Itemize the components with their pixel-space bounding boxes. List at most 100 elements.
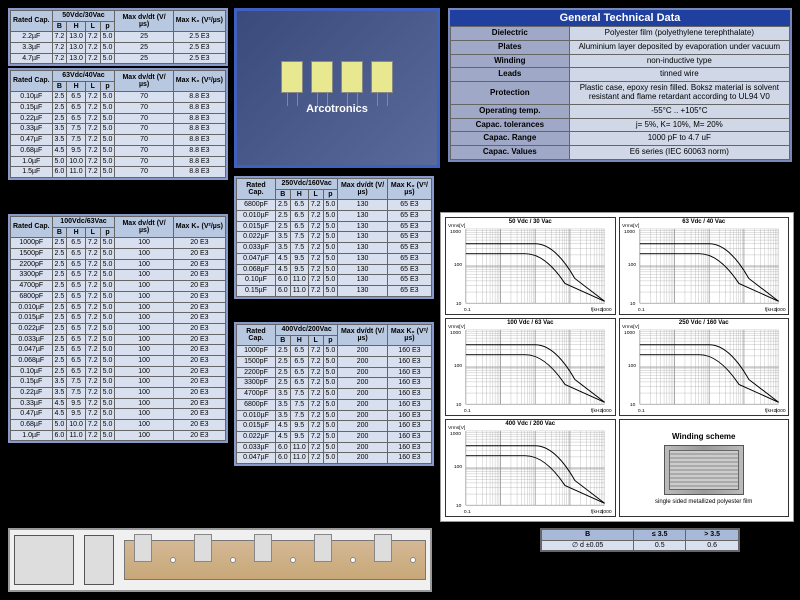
general-technical-data: General Technical Data DielectricPolyest… [448, 8, 792, 162]
table-row: 0.10µF2.56.57.25.0708.8 E3 [11, 92, 226, 103]
svg-text:f[kHz]: f[kHz] [764, 307, 777, 313]
table-row: 0.33µF3.57.57.25.0708.8 E3 [11, 124, 226, 135]
table-row: 3.3µF7.213.07.25.0252.5 E3 [11, 43, 226, 54]
svg-text:f[kHz]: f[kHz] [591, 307, 604, 313]
capacitor-icon [281, 61, 303, 93]
table-row: 0.15µF6.011.07.25.013065 E3 [237, 285, 432, 296]
gtd-label: Capac. Range [451, 132, 570, 146]
gtd-label: Plates [451, 40, 570, 54]
table-row: 0.015µF2.56.57.25.010020 E3 [11, 313, 226, 324]
dimensional-drawing [8, 528, 432, 592]
svg-text:1000: 1000 [623, 330, 634, 336]
table-row: 0.068µF4.59.57.25.013065 E3 [237, 264, 432, 275]
table-row: 4.7µF7.213.07.25.0252.5 E3 [11, 53, 226, 64]
gtd-label: Operating temp. [451, 104, 570, 118]
svg-text:10: 10 [456, 504, 462, 510]
table-row: 0.010µF2.56.57.25.013065 E3 [237, 211, 432, 222]
svg-text:100: 100 [454, 262, 462, 268]
table-row: 6800pF2.56.57.25.010020 E3 [11, 291, 226, 302]
gtd-label: Leads [451, 68, 570, 82]
component-strip [124, 540, 426, 580]
svg-text:0.1: 0.1 [637, 408, 644, 414]
gtd-value: 1000 pF to 4.7 uF [569, 132, 789, 146]
table-row: 4700pF3.57.57.25.0200160 E3 [237, 389, 432, 400]
dim-box-side [14, 535, 74, 585]
table-row: 0.15µF3.57.57.25.010020 E3 [11, 377, 226, 388]
product-photo: Arcotronics [234, 8, 440, 168]
svg-text:1000: 1000 [623, 229, 634, 235]
svg-text:Vrms[V]: Vrms[V] [448, 223, 466, 229]
table-row: 0.010µF3.57.57.25.0200160 E3 [237, 410, 432, 421]
table-row: 2.2µF7.213.07.25.0252.5 E3 [11, 32, 226, 43]
svg-text:f[kHz]: f[kHz] [591, 509, 604, 515]
table-row: 0.10µF2.56.57.25.010020 E3 [11, 366, 226, 377]
table-row: 0.22µF3.57.57.25.010020 E3 [11, 388, 226, 399]
gtd-table: DielectricPolyester film (polyethylene t… [450, 26, 790, 160]
svg-text:Vrms[V]: Vrms[V] [448, 324, 466, 330]
svg-text:0.1: 0.1 [464, 307, 471, 313]
table-row: 1500pF2.56.57.25.010020 E3 [11, 249, 226, 260]
svg-text:10: 10 [456, 301, 462, 307]
table-row: 6800pF2.56.57.25.013065 E3 [237, 200, 432, 211]
gtd-label: Capac. tolerances [451, 118, 570, 132]
table-row: 1.5µF6.011.07.25.0708.8 E3 [11, 167, 226, 178]
svg-text:1000: 1000 [450, 330, 461, 336]
table-row: ∅ d ±0.050.50.6 [542, 540, 739, 551]
table-row: 1500pF2.56.57.25.0200160 E3 [237, 357, 432, 368]
table-row: 6800pF3.57.57.25.0200160 E3 [237, 399, 432, 410]
table-row: 0.10µF6.011.07.25.013065 E3 [237, 275, 432, 286]
table-row: 1.0µF6.011.07.25.010020 E3 [11, 430, 226, 441]
chart-100v: 100 Vdc / 63 Vac1000100100.11000Vrms[V]f… [445, 318, 616, 416]
svg-text:1000: 1000 [450, 229, 461, 235]
gtd-value: Polyester film (polyethylene terephthala… [569, 27, 789, 41]
chart-400v: 400 Vdc / 200 Vac1000100100.11000Vrms[V]… [445, 419, 616, 517]
table-row: 3300pF2.56.57.25.0200160 E3 [237, 378, 432, 389]
winding-note: single sided metallized polyester film [655, 499, 752, 505]
table-row: 4700pF2.56.57.25.010020 E3 [11, 281, 226, 292]
table-row: 2200pF2.56.57.25.0200160 E3 [237, 367, 432, 378]
table-row: 0.68µF4.59.57.25.0708.8 E3 [11, 145, 226, 156]
table-row: 0.047µF6.011.07.25.0200160 E3 [237, 453, 432, 464]
table-row: 0.068µF2.56.57.25.010020 E3 [11, 355, 226, 366]
svg-text:0.1: 0.1 [464, 509, 471, 515]
capacitor-icon [311, 61, 333, 93]
svg-text:100: 100 [454, 464, 462, 470]
table-row: 0.022µF3.57.57.25.013065 E3 [237, 232, 432, 243]
table-250v: Rated Cap.250Vdc/160VacMax dv/dt (V/µs)M… [234, 176, 434, 299]
svg-text:Vrms[V]: Vrms[V] [621, 324, 639, 330]
table-row: 0.68µF5.010.07.25.010020 E3 [11, 420, 226, 431]
lead-diameter-table: B≤ 3.5> 3.5∅ d ±0.050.50.6 [540, 528, 740, 552]
winding-scheme: Winding scheme single sided metallized p… [619, 419, 790, 517]
table-row: 0.010µF2.56.57.25.010020 E3 [11, 302, 226, 313]
table-row: 0.047µF2.56.57.25.010020 E3 [11, 345, 226, 356]
table-100v: Rated Cap.100Vdc/63VacMax dv/dt (V/µs)Ma… [8, 214, 228, 443]
chart-50v: 50 Vdc / 30 Vac1000100100.11000Vrms[V]f[… [445, 217, 616, 315]
gtd-label: Capac. Values [451, 146, 570, 160]
table-row: 0.033µF2.56.57.25.010020 E3 [11, 334, 226, 345]
gtd-value: non-inductive type [569, 54, 789, 68]
gtd-value: Plastic case, epoxy resin filled. Boksz … [569, 82, 789, 105]
gtd-title: General Technical Data [450, 10, 790, 26]
gtd-label: Protection [451, 82, 570, 105]
table-row: 0.015µF2.56.57.25.013065 E3 [237, 221, 432, 232]
gtd-value: tinned wire [569, 68, 789, 82]
svg-text:100: 100 [627, 363, 635, 369]
table-row: 0.033µF6.011.07.25.0200160 E3 [237, 442, 432, 453]
winding-diagram [664, 445, 744, 495]
charts-grid: 50 Vdc / 30 Vac1000100100.11000Vrms[V]f[… [440, 212, 794, 522]
table-row: 0.33µF4.59.57.25.010020 E3 [11, 398, 226, 409]
table-50v: Rated Cap.50Vdc/30VacMax dv/dt (V/µs)Max… [8, 8, 228, 66]
gtd-value: -55°C .. +105°C [569, 104, 789, 118]
svg-text:Vrms[V]: Vrms[V] [448, 425, 466, 431]
table-row: 1000pF2.56.57.25.0200160 E3 [237, 346, 432, 357]
photo-label: Arcotronics [306, 103, 368, 115]
table-row: 0.022µF2.56.57.25.010020 E3 [11, 323, 226, 334]
gtd-value: j= 5%, K= 10%, M= 20% [569, 118, 789, 132]
table-row: 0.033µF3.57.57.25.013065 E3 [237, 243, 432, 254]
gtd-value: Aluminium layer deposited by evaporation… [569, 40, 789, 54]
table-row: 3300pF2.56.57.25.010020 E3 [11, 270, 226, 281]
svg-text:f[kHz]: f[kHz] [764, 408, 777, 414]
svg-text:100: 100 [454, 363, 462, 369]
svg-text:10: 10 [629, 301, 635, 307]
table-row: 0.022µF4.59.57.25.0200160 E3 [237, 431, 432, 442]
